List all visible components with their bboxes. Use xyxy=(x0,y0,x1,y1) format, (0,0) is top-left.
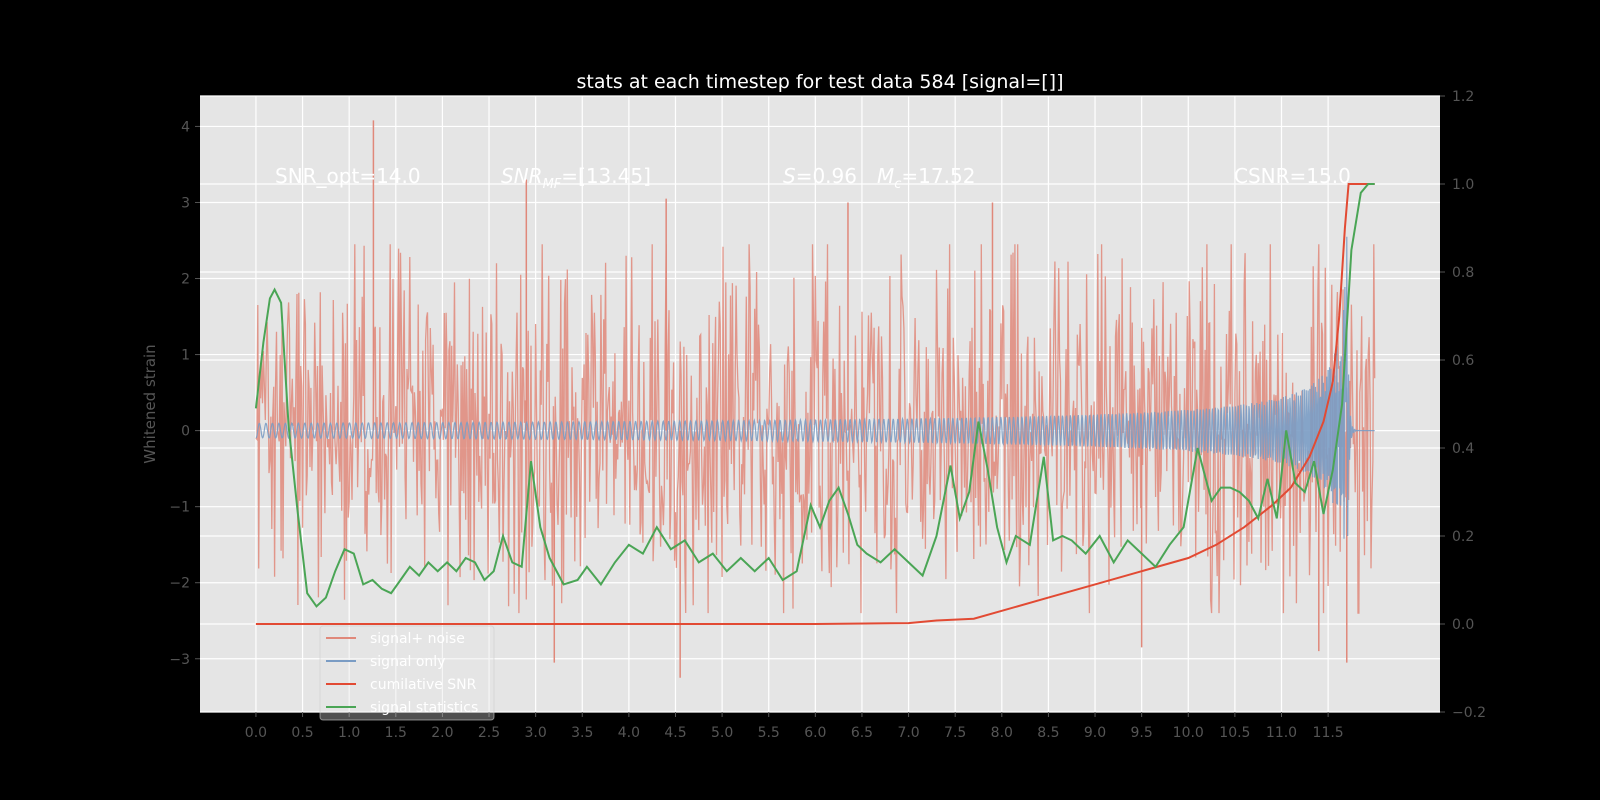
y-right-tick-label: 0.4 xyxy=(1452,441,1474,457)
x-tick-label: 11.5 xyxy=(1313,725,1344,741)
signal-only-series xyxy=(255,236,1375,539)
y-left-tick-label: 4 xyxy=(181,119,190,135)
y-right-tick-label: 1.2 xyxy=(1452,89,1474,105)
axis-layer: 0.0 0.5 1.0 1.5 2.0 2.5 3.0 3.5 4.0 4.5 5.0 5.5 6.0 6… xyxy=(169,89,1486,741)
y-left-tick-label: 0 xyxy=(181,424,190,440)
grid-layer xyxy=(200,95,1440,713)
mc-value: =17.52 xyxy=(901,164,975,188)
x-tick-label: 10.0 xyxy=(1173,725,1204,741)
annotation-chirp-mass: Mc=17.52 xyxy=(877,164,975,192)
x-tick-label: 3.5 xyxy=(571,725,593,741)
x-tick-label: 2.5 xyxy=(478,725,500,741)
snr-mf-main: SNR xyxy=(501,164,543,188)
y-right-tick-label: −0.2 xyxy=(1452,705,1486,721)
annotation-overlap: S=0.96 xyxy=(783,164,857,188)
x-tick-label: 7.0 xyxy=(897,725,919,741)
x-tick-label: 4.5 xyxy=(664,725,686,741)
y-left-tick-label: 2 xyxy=(181,272,190,288)
x-tick-label: 10.5 xyxy=(1219,725,1250,741)
y-left-tick-label: −2 xyxy=(169,576,190,592)
x-tick-label: 5.0 xyxy=(711,725,733,741)
legend-label-signal-only: signal only xyxy=(370,654,445,670)
plot-area xyxy=(200,96,1440,712)
overlap-value: =0.96 xyxy=(796,164,857,188)
legend-label-signal-statistics: signal statistics xyxy=(370,700,478,716)
signal-only-line xyxy=(255,236,1375,539)
y-left-tick-label: −1 xyxy=(169,500,190,516)
x-tick-label: 3.0 xyxy=(525,725,547,741)
x-tick-label: 8.5 xyxy=(1037,725,1059,741)
signal-statistics-line xyxy=(254,183,1375,608)
x-tick-label: 6.5 xyxy=(851,725,873,741)
x-tick-label: 2.0 xyxy=(431,725,453,741)
x-tick-label: 9.5 xyxy=(1131,725,1153,741)
y-right-tick-label: 1.0 xyxy=(1452,177,1474,193)
y-left-tick-label: 3 xyxy=(181,195,190,211)
x-tick-label: 1.5 xyxy=(385,725,407,741)
y-left-tick-label: −3 xyxy=(169,652,190,668)
snr-mf-sub: MF xyxy=(543,177,562,192)
x-tick-label: 8.0 xyxy=(991,725,1013,741)
annotation-snr-opt: SNR_opt=14.0 xyxy=(275,164,421,188)
x-tick-label: 11.0 xyxy=(1266,725,1297,741)
x-tick-label: 9.0 xyxy=(1084,725,1106,741)
x-tick-label: 5.5 xyxy=(758,725,780,741)
line-series-layer xyxy=(254,183,1375,625)
x-tick-label: 1.0 xyxy=(338,725,360,741)
y-left-tick-label: 1 xyxy=(181,348,190,364)
x-tick-label: 6.0 xyxy=(804,725,826,741)
snr-mf-value: =[13.45] xyxy=(561,164,651,188)
mc-label: M xyxy=(877,164,894,188)
y-right-tick-label: 0.2 xyxy=(1452,529,1474,545)
y-right-tick-label: 0.8 xyxy=(1452,265,1474,281)
annotation-snr-mf: SNRMF=[13.45] xyxy=(501,164,651,192)
overlap-label: S xyxy=(783,164,796,188)
legend-label-cumulative-snr: cumilative SNR xyxy=(370,677,477,693)
chart-title: stats at each timestep for test data 584… xyxy=(576,71,1063,93)
legend: signal+ noise signal only cumilative SNR… xyxy=(319,625,495,721)
annotation-csnr: CSNR=15.0 xyxy=(1234,164,1351,188)
x-tick-label: 0.0 xyxy=(245,725,267,741)
x-tick-label: 7.5 xyxy=(944,725,966,741)
legend-label-signal-noise: signal+ noise xyxy=(370,631,465,647)
y-axis-label: Whitened strain xyxy=(141,344,159,463)
legend-box xyxy=(319,625,495,721)
x-tick-label: 0.5 xyxy=(291,725,313,741)
cumulative-snr-line xyxy=(255,183,1375,625)
y-right-tick-label: 0.6 xyxy=(1452,353,1474,369)
signal-noise-line xyxy=(255,244,1376,614)
mc-sub: c xyxy=(894,177,901,192)
x-tick-label: 4.0 xyxy=(618,725,640,741)
signal-noise-series xyxy=(255,120,1376,678)
y-right-tick-label: 0.0 xyxy=(1452,617,1474,633)
